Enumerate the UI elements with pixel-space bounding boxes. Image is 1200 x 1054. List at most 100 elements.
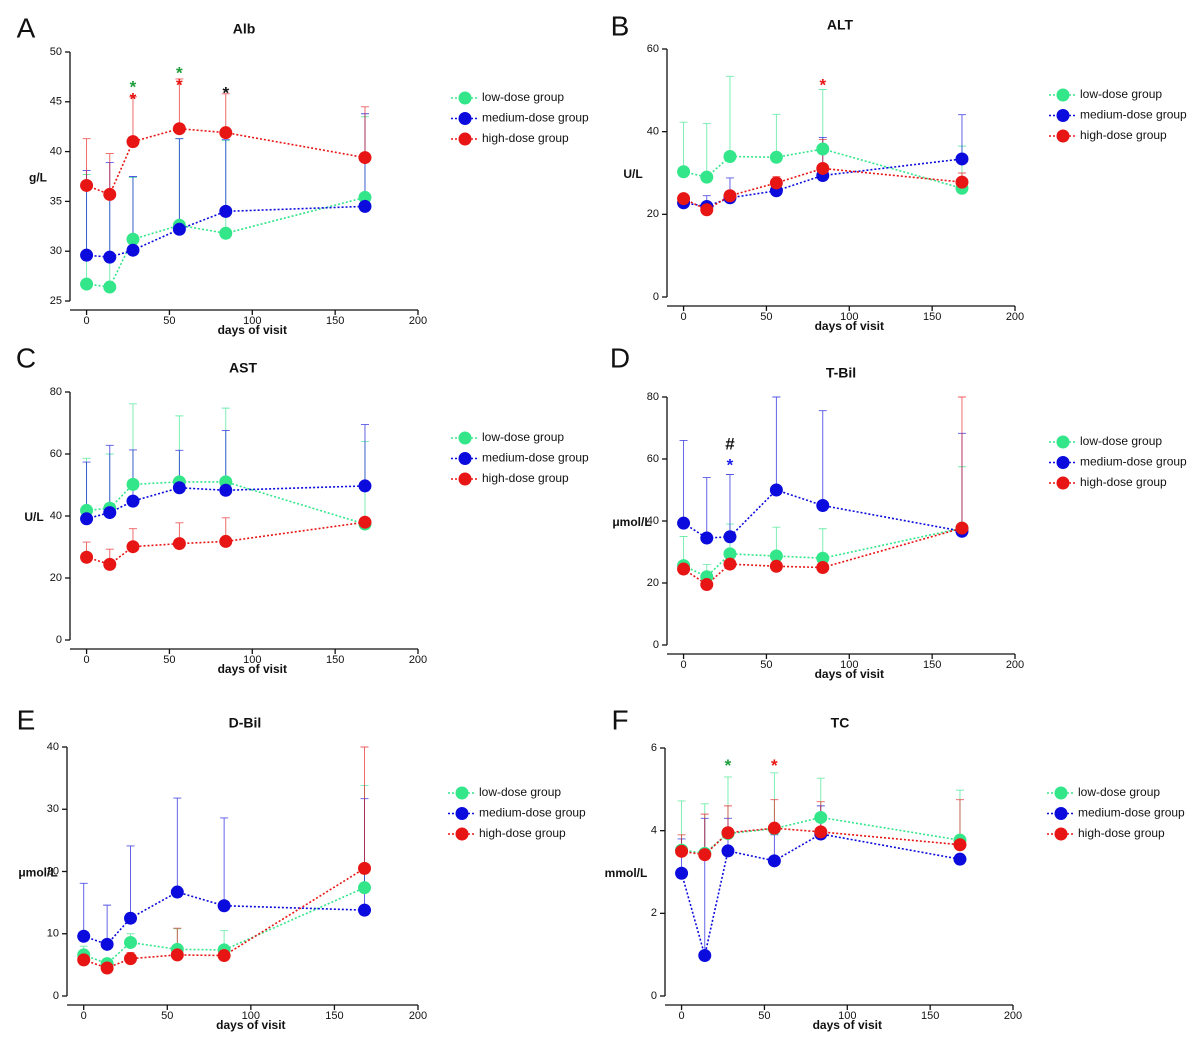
data-point [219, 483, 233, 497]
legend-marker [455, 807, 469, 820]
error-bar [173, 797, 182, 893]
data-point [124, 952, 138, 966]
chart-title: TC [831, 715, 850, 731]
y-tick-label: 35 [50, 195, 62, 207]
data-point [126, 232, 140, 246]
y-tick-label: 20 [647, 577, 659, 589]
data-point [80, 178, 94, 192]
data-point [80, 550, 94, 564]
legend-label: high-dose group [1080, 475, 1167, 489]
y-tick-label: 20 [50, 572, 62, 584]
error-bar [702, 477, 711, 539]
data-point [126, 477, 140, 491]
legend-marker [1054, 807, 1068, 820]
error-bar [220, 817, 229, 906]
x-tick-label: 100 [840, 311, 858, 323]
data-point [955, 175, 969, 189]
data-point [767, 821, 781, 835]
error-bar [175, 138, 184, 230]
x-tick-label: 150 [921, 1010, 939, 1022]
legend-marker [1056, 456, 1070, 469]
data-point [723, 547, 737, 561]
x-tick-label: 0 [681, 659, 687, 671]
y-tick-label: 0 [651, 990, 657, 1002]
panel-letter: B [611, 10, 630, 41]
data-point [358, 199, 372, 213]
panel-letter: C [16, 342, 36, 373]
data-point [358, 903, 372, 917]
y-axis-label: U/L [623, 167, 642, 181]
y-tick-label: 40 [47, 741, 59, 753]
data-point [700, 578, 714, 592]
x-tick-label: 50 [161, 1010, 173, 1022]
y-tick-label: 0 [56, 634, 62, 646]
legend-marker [458, 132, 472, 146]
data-point [358, 479, 372, 493]
x-tick-label: 0 [681, 311, 687, 323]
x-tick-label: 150 [326, 315, 344, 327]
annotation: * [727, 456, 734, 475]
legend-marker [458, 472, 472, 486]
error-bar [82, 138, 91, 186]
data-point [723, 530, 737, 544]
x-tick-label: 200 [1006, 659, 1024, 671]
data-point [103, 280, 117, 294]
legend-marker [1056, 476, 1070, 490]
y-tick-label: 30 [47, 803, 59, 815]
legend-marker [1054, 827, 1068, 841]
panel: C AST U/L days of visit 0 20 40 60 80 0 50 100 150 20… [16, 342, 589, 676]
y-tick-label: 30 [50, 245, 62, 257]
x-tick-label: 100 [838, 1010, 856, 1022]
data-point [721, 844, 735, 858]
y-tick-label: 60 [647, 43, 659, 55]
error-bar [79, 882, 88, 937]
y-tick-label: 0 [53, 990, 59, 1002]
panel-letter: D [610, 342, 630, 373]
data-point [217, 949, 231, 963]
data-point [77, 953, 91, 967]
legend-label: low-dose group [1080, 87, 1162, 101]
annotation: * [222, 83, 229, 102]
error-bar [679, 121, 688, 172]
data-point [124, 911, 138, 925]
legend-marker [1056, 435, 1070, 449]
legend-label: low-dose group [482, 90, 564, 104]
chart-title: D-Bil [229, 715, 262, 731]
legend-label: high-dose group [1078, 826, 1165, 840]
data-point [698, 948, 712, 962]
y-axis-label: g/L [29, 171, 47, 185]
annotation: * [771, 756, 778, 775]
y-axis-label: μmol/L [18, 866, 57, 880]
data-point [769, 549, 783, 563]
x-tick-label: 150 [326, 654, 344, 666]
data-point [358, 515, 372, 529]
legend-marker [1056, 129, 1070, 143]
data-point [172, 122, 186, 136]
x-tick-label: 200 [1004, 1010, 1022, 1022]
data-point [103, 250, 117, 264]
legend-label: high-dose group [1080, 128, 1167, 142]
x-tick-label: 100 [243, 315, 261, 327]
data-point [721, 826, 735, 840]
legend-label: low-dose group [1080, 434, 1162, 448]
data-point [80, 277, 94, 291]
x-axis-label: days of visit [815, 319, 884, 333]
x-tick-label: 100 [840, 659, 858, 671]
panel-letter: E [17, 704, 36, 735]
error-bar [360, 746, 369, 869]
data-point [126, 494, 140, 508]
y-tick-label: 40 [50, 510, 62, 522]
legend-label: medium-dose group [1080, 455, 1187, 469]
legend-marker [1056, 109, 1070, 122]
panel: E D-Bil μmol/L days of visit 0 10 20 30 40 0 50 100… [17, 704, 586, 1032]
panel: D T-Bil μmol/L days of visit 0 20 40 60 80 0 50 100… [610, 342, 1187, 681]
data-point [217, 899, 231, 913]
data-point [953, 838, 967, 852]
annotation: * [819, 76, 826, 95]
error-bar [221, 139, 230, 212]
x-tick-label: 150 [923, 659, 941, 671]
y-tick-label: 25 [50, 295, 62, 307]
data-point [675, 866, 689, 880]
x-tick-label: 50 [760, 311, 772, 323]
error-bar [175, 78, 184, 129]
